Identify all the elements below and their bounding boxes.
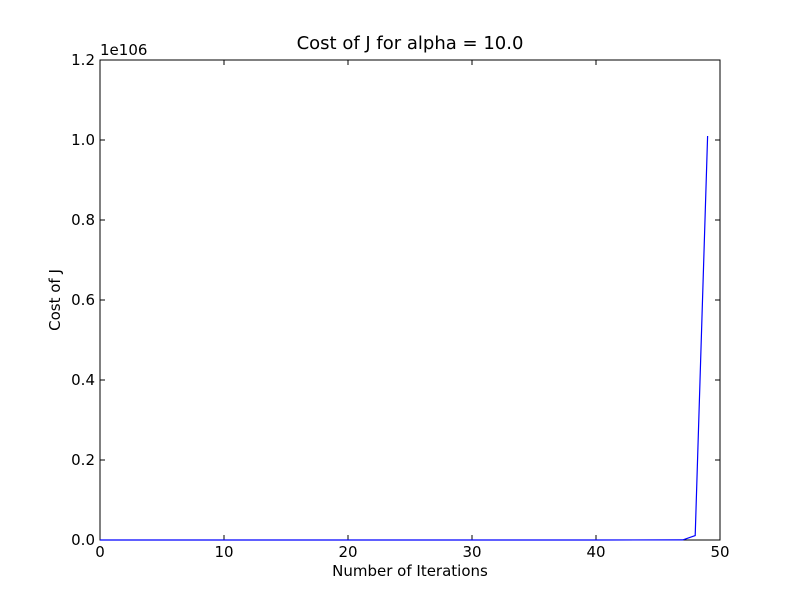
- y-tick-label: 0.4: [71, 371, 95, 389]
- x-axis-tick-labels: 0 10 20 30 40 50: [95, 543, 729, 561]
- x-tick-label: 40: [586, 543, 605, 561]
- plot-area-frame: [99, 59, 721, 541]
- x-tick-label: 30: [462, 543, 481, 561]
- x-tick-label: 50: [710, 543, 729, 561]
- y-offset-label: 1e106: [100, 41, 147, 59]
- y-tick-label: 0.6: [71, 291, 95, 309]
- y-axis-label: Cost of J: [46, 269, 64, 331]
- x-tick-label: 0: [95, 543, 105, 561]
- x-axis-ticks: [99, 60, 721, 540]
- x-tick-label: 20: [338, 543, 357, 561]
- x-axis-label: Number of Iterations: [332, 562, 488, 580]
- y-tick-label: 0.8: [71, 211, 95, 229]
- y-tick-label: 1.2: [71, 51, 95, 69]
- y-tick-label: 0.2: [71, 451, 95, 469]
- series-line: [100, 135, 709, 541]
- x-tick-label: 10: [214, 543, 233, 561]
- y-axis-tick-labels: 0.0 0.2 0.4 0.6 0.8 1.0 1.2: [71, 51, 95, 549]
- y-tick-label: 1.0: [71, 131, 95, 149]
- chart-title: Cost of J for alpha = 10.0: [297, 33, 524, 54]
- series-layer: [100, 135, 709, 541]
- y-tick-label: 0.0: [71, 531, 95, 549]
